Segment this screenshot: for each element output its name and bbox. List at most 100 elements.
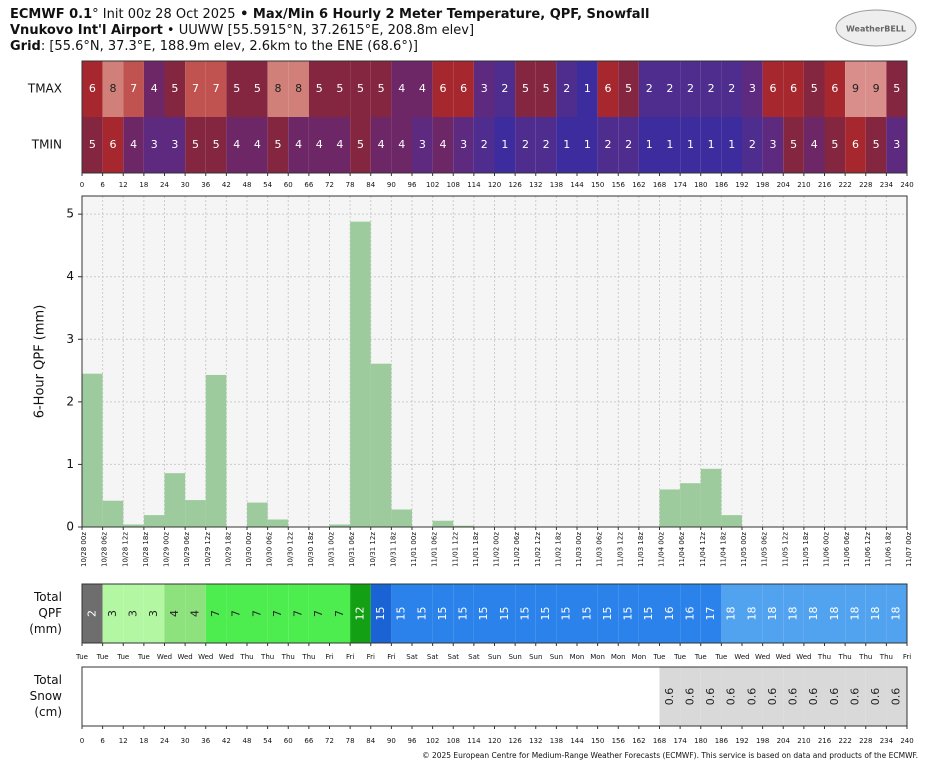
- heat-cell: [391, 61, 412, 117]
- footer: © 2025 European Centre for Medium-Range …: [422, 751, 918, 760]
- x-tick-label: 90: [387, 181, 396, 189]
- cell-label: 2: [749, 138, 756, 151]
- strip-cell: [618, 584, 639, 643]
- cell-label: 15: [539, 607, 552, 621]
- bar: [453, 525, 474, 527]
- strip-cell: [659, 584, 681, 643]
- heat-cell: [350, 117, 371, 173]
- cell-label: 0.6: [704, 688, 717, 706]
- strip-cell: [412, 584, 433, 643]
- strip-cell: [102, 584, 124, 643]
- x-tick-label: 84: [366, 181, 375, 189]
- heat-cell: [288, 117, 309, 173]
- x-tick-label: 186: [715, 181, 729, 189]
- heat-cell: [185, 117, 206, 173]
- x-tick-label: 11/04 06z: [678, 532, 686, 567]
- heat-cell: [247, 61, 268, 117]
- heat-cell: [143, 117, 165, 173]
- x-tick-label: Wed: [219, 653, 234, 661]
- cell-label: 3: [893, 138, 900, 151]
- cell-label: 4: [233, 138, 240, 151]
- cell-label: 7: [192, 82, 199, 95]
- strip-cell: [721, 667, 742, 726]
- cell-label: 5: [625, 82, 632, 95]
- x-tick-label: 11/06 18z: [884, 532, 892, 567]
- cell-label: 2: [522, 138, 529, 151]
- x-tick-label: 114: [467, 181, 481, 189]
- row-label: TMAX: [27, 82, 62, 96]
- x-tick-label: 18: [139, 737, 148, 745]
- x-tick-label: 204: [777, 737, 791, 745]
- x-tick-label: 228: [859, 181, 872, 189]
- x-tick-label: Tue: [673, 653, 686, 661]
- strip-cell: [515, 584, 536, 643]
- cell-label: 0.6: [807, 688, 820, 706]
- heat-cell: [82, 117, 103, 173]
- cell-label: 0.6: [663, 688, 676, 706]
- x-tick-label: 114: [467, 737, 481, 745]
- x-tick-label: Sun: [550, 653, 563, 661]
- x-tick-label: 10/30 12z: [286, 532, 294, 567]
- cell-label: 4: [398, 138, 405, 151]
- x-tick-label: Tue: [653, 653, 666, 661]
- x-tick-label: 120: [488, 737, 501, 745]
- x-tick-label: 11/02 00z: [493, 532, 501, 567]
- strip-cell: [762, 667, 784, 726]
- heat-cell: [659, 61, 681, 117]
- row-label: TMIN: [31, 138, 62, 152]
- cell-label: 9: [852, 82, 859, 95]
- cell-label: 6: [460, 82, 467, 95]
- x-tick-label: 10/28 00z: [80, 532, 88, 567]
- heat-cell: [680, 61, 701, 117]
- x-tick-label: 10/29 06z: [183, 532, 191, 567]
- cell-label: 7: [333, 610, 346, 617]
- strip-cell: [700, 584, 722, 643]
- bar: [102, 500, 124, 527]
- cell-label: 7: [312, 610, 325, 617]
- x-tick-label: 222: [838, 737, 851, 745]
- x-tick-label: Mon: [611, 653, 626, 661]
- x-tick-label: 240: [900, 181, 913, 189]
- frame: [81, 195, 908, 528]
- cell-label: 15: [580, 607, 593, 621]
- heat-cell: [803, 61, 825, 117]
- cell-label: 1: [708, 138, 715, 151]
- x-tick-label: Sat: [468, 653, 480, 661]
- cell-label: 18: [848, 607, 861, 621]
- x-tick-label: 10/30 06z: [266, 532, 274, 567]
- cell-label: 3: [460, 138, 467, 151]
- cell-label: 5: [522, 82, 529, 95]
- x-tick-label: Thu: [281, 653, 295, 661]
- cell-label: 8: [109, 82, 116, 95]
- strip-label: (mm): [29, 622, 62, 636]
- heat-cell: [391, 117, 412, 173]
- cell-label: 5: [543, 82, 550, 95]
- heat-cell: [742, 117, 763, 173]
- heat-cell: [164, 117, 186, 173]
- heat-cell: [370, 61, 392, 117]
- strip-cell: [82, 584, 103, 643]
- cell-label: 15: [477, 607, 490, 621]
- heat-cell: [185, 61, 206, 117]
- x-tick-label: 42: [222, 181, 231, 189]
- cell-label: 9: [873, 82, 880, 95]
- cell-label: 3: [147, 610, 160, 617]
- strip-cell: [597, 584, 619, 643]
- heat-cell: [556, 61, 577, 117]
- heat-cell: [824, 61, 846, 117]
- bar: [721, 515, 742, 527]
- x-tick-label: 11/04 12z: [699, 532, 707, 567]
- cell-label: 18: [725, 607, 738, 621]
- x-tick-label: Tue: [137, 653, 150, 661]
- cell-label: 5: [357, 82, 364, 95]
- x-tick-label: 150: [591, 737, 604, 745]
- x-tick-label: 108: [447, 181, 460, 189]
- cell-label: 18: [807, 607, 820, 621]
- cell-label: 12: [353, 607, 366, 621]
- title-line-1: ECMWF 0.1° Init 00z 28 Oct 2025 • Max/Mi…: [10, 7, 649, 22]
- cell-label: 18: [828, 607, 841, 621]
- x-tick-label: 66: [304, 737, 313, 745]
- cell-label: 2: [543, 138, 550, 151]
- title-part: : [55.6°N, 37.3°E, 188.9m elev, 2.6km to…: [41, 39, 418, 54]
- heat-cell: [329, 117, 351, 173]
